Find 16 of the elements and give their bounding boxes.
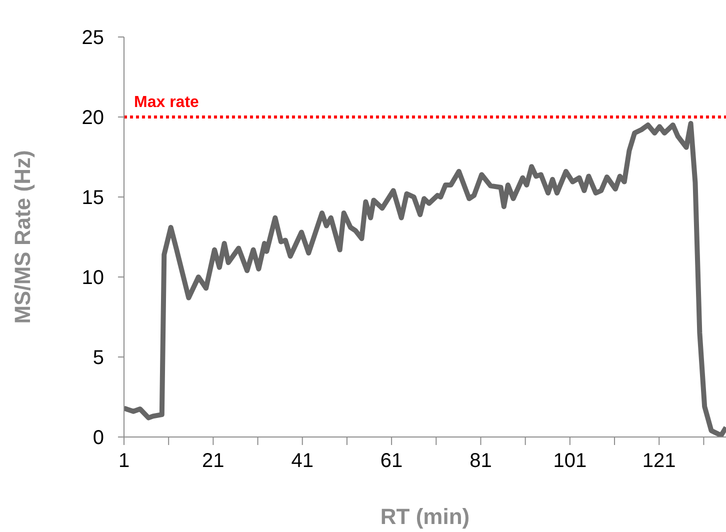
- ref-line-label: Max rate: [134, 94, 200, 111]
- y-tick-label: 0: [92, 427, 104, 450]
- x-tick-label: 1: [118, 450, 130, 472]
- y-tick-label: 20: [82, 107, 104, 130]
- x-tick-label: 81: [470, 450, 492, 472]
- x-tick-label: 121: [642, 450, 676, 472]
- y-tick-label: 10: [82, 267, 104, 290]
- x-tick-label: 41: [291, 450, 314, 472]
- x-tick-label: 101: [553, 450, 587, 472]
- y-tick-label: 25: [82, 27, 104, 50]
- x-tick-label: 21: [202, 450, 224, 472]
- x-tick-label: 61: [380, 450, 403, 472]
- y-axis-title: MS/MS Rate (Hz): [10, 150, 35, 324]
- y-tick-label: 5: [92, 347, 104, 370]
- x-axis-title: RT (min): [380, 504, 470, 529]
- y-tick-label: 15: [82, 187, 104, 210]
